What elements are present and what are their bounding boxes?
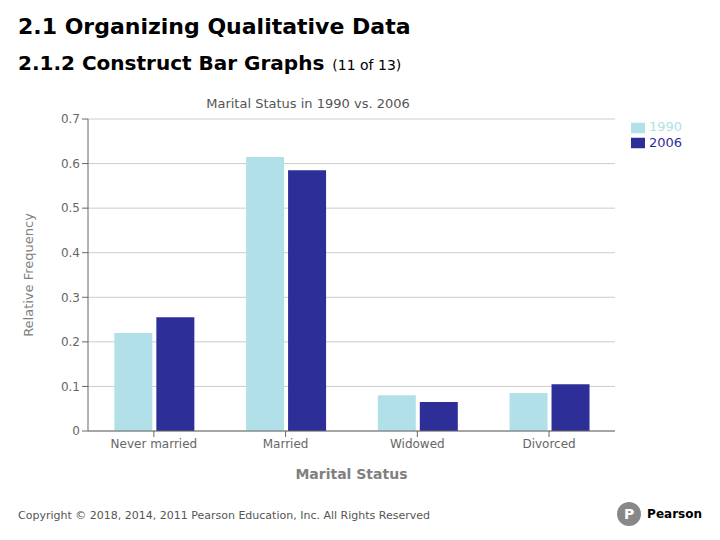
svg-text:0.1: 0.1 [61,380,80,394]
svg-text:0.7: 0.7 [61,112,80,126]
svg-text:Divorced: Divorced [522,437,575,451]
html-text:P: P [624,506,635,522]
svg-text:0.5: 0.5 [61,201,80,215]
svg-text:Married: Married [263,437,309,451]
svg-text:Widowed: Widowed [390,437,445,451]
svg-text:0: 0 [72,424,80,438]
html-text:2006: 2006 [648,134,682,150]
html-text:1990: 1990 [648,119,682,134]
svg-text:0.2: 0.2 [61,335,80,349]
svg-text:0.4: 0.4 [61,246,80,260]
svg-text:Never married: Never married [111,437,198,451]
html-text:2.1.2 Construct Bar Graphs (11: 2.1.2 Construct Bar Graphs (11 of 13) [18,51,402,75]
html-text:Pearson: Pearson [647,507,702,521]
html-text:Copyright © 2018, 2014, 2011 P: Copyright © 2018, 2014, 2011 Pearson Edu… [18,509,430,522]
svg-text:Relative Frequency: Relative Frequency [21,213,36,337]
svg-text:0.3: 0.3 [61,291,80,305]
svg-text:Marital Status: Marital Status [295,466,407,482]
html-text:2.1 Organizing Qualitative Dat: 2.1 Organizing Qualitative Data [18,14,411,39]
svg-text:0.6: 0.6 [61,157,80,171]
html-text:Marital Status in 1990 vs. 200: Marital Status in 1990 vs. 2006 [206,96,410,111]
